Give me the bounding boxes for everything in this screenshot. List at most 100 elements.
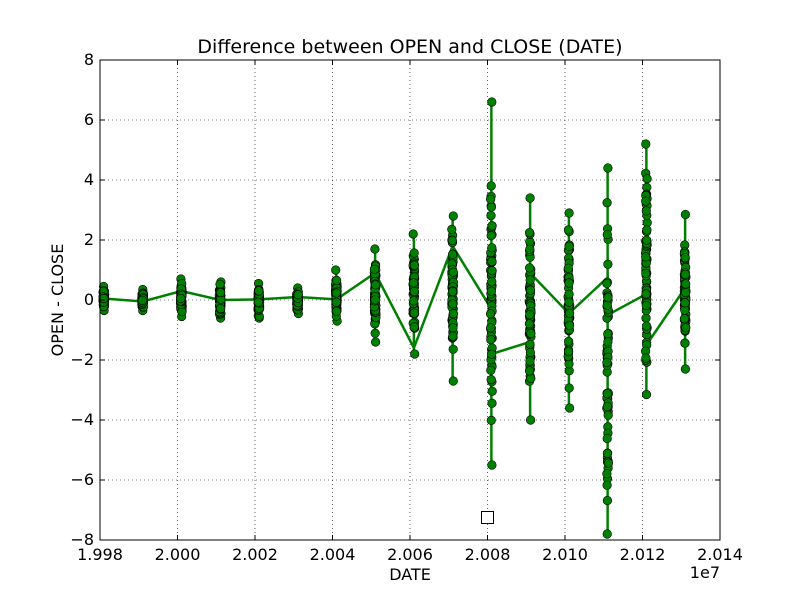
data-point xyxy=(293,290,303,300)
data-point xyxy=(371,337,381,347)
data-point xyxy=(176,293,186,304)
data-point xyxy=(487,386,497,396)
data-point xyxy=(602,433,612,444)
square-marker xyxy=(481,511,494,524)
data-point xyxy=(564,359,574,369)
y-tick-label: 2 xyxy=(84,230,94,249)
data-point xyxy=(486,211,496,221)
data-point xyxy=(681,279,691,289)
data-point xyxy=(486,375,496,385)
data-point xyxy=(525,310,535,320)
y-tick-label: −8 xyxy=(70,530,94,549)
data-point xyxy=(526,328,536,339)
data-point xyxy=(602,300,612,310)
data-point xyxy=(332,306,342,317)
data-point xyxy=(370,295,380,305)
x-tick-label: 2.004 xyxy=(310,545,356,564)
data-point xyxy=(525,285,536,295)
data-point xyxy=(603,337,613,347)
data-point xyxy=(331,297,341,307)
data-point xyxy=(409,322,419,332)
y-tick-label: −6 xyxy=(70,470,94,489)
data-point xyxy=(409,260,420,270)
data-point xyxy=(564,308,575,318)
data-point xyxy=(137,295,147,306)
data-point xyxy=(603,163,613,173)
y-tick-label: 8 xyxy=(84,50,94,69)
y-tick-label: 0 xyxy=(84,290,94,309)
data-point xyxy=(602,401,612,412)
data-point xyxy=(602,469,612,479)
data-point xyxy=(487,277,497,287)
data-point xyxy=(564,278,574,288)
data-point xyxy=(99,293,109,304)
data-point xyxy=(603,458,614,468)
data-point xyxy=(524,319,535,329)
data-point xyxy=(602,357,612,368)
data-point xyxy=(487,266,497,276)
data-point xyxy=(680,298,690,308)
data-point xyxy=(370,328,380,338)
data-point xyxy=(680,253,690,263)
data-point xyxy=(602,480,612,490)
data-point xyxy=(642,174,652,184)
x-tick-label: 2.008 xyxy=(465,545,511,564)
data-point xyxy=(641,196,651,206)
data-point xyxy=(563,336,574,347)
data-point xyxy=(448,331,458,341)
data-point xyxy=(486,335,496,345)
data-point xyxy=(602,495,613,506)
data-point xyxy=(408,229,418,239)
data-point xyxy=(525,339,535,349)
data-point xyxy=(447,235,458,246)
data-point xyxy=(602,529,612,539)
data-point xyxy=(524,228,535,238)
data-point xyxy=(641,313,651,323)
y-tick-label: −4 xyxy=(70,410,94,429)
data-point xyxy=(448,267,458,277)
data-point xyxy=(564,208,574,218)
data-point xyxy=(525,415,536,425)
axis-ticks: 1.998 2.000 2.002 2.004 2.006 2.008 2.010 2.012… xyxy=(70,50,743,564)
data-point xyxy=(564,403,575,413)
data-point xyxy=(603,410,613,420)
data-point xyxy=(680,269,690,280)
chart-title: Difference between OPEN and CLOSE (DATE) xyxy=(197,36,622,58)
x-tick-label: 2.010 xyxy=(542,545,588,564)
data-point xyxy=(602,278,612,289)
data-point xyxy=(253,297,263,307)
x-tick-label: 2.000 xyxy=(155,545,201,564)
data-point xyxy=(216,304,226,314)
data-point xyxy=(680,364,691,374)
data-point xyxy=(487,243,497,253)
data-point xyxy=(602,230,612,240)
data-point xyxy=(525,356,535,366)
x-tick-label: 2.014 xyxy=(697,545,743,564)
x-axis-label: DATE xyxy=(389,565,431,584)
data-point xyxy=(681,323,691,333)
data-point xyxy=(602,448,613,459)
data-point xyxy=(603,329,613,339)
data-point xyxy=(410,349,420,359)
data-point xyxy=(448,376,458,386)
data-point xyxy=(331,288,342,298)
data-point xyxy=(641,389,652,400)
data-point xyxy=(525,244,535,254)
data-point xyxy=(486,309,496,319)
data-point xyxy=(331,265,341,275)
data-point xyxy=(254,286,264,296)
data-point xyxy=(216,288,226,298)
data-point xyxy=(486,415,496,426)
x-tick-label: 1.998 xyxy=(77,545,123,564)
data-point xyxy=(642,225,652,235)
data-point xyxy=(641,321,652,331)
data-point xyxy=(563,347,574,357)
data-point xyxy=(641,289,651,299)
data-point xyxy=(641,353,651,363)
data-point xyxy=(602,389,612,399)
data-point xyxy=(641,268,651,278)
data-point xyxy=(487,256,497,267)
data-point xyxy=(332,275,342,286)
data-point xyxy=(564,241,574,251)
